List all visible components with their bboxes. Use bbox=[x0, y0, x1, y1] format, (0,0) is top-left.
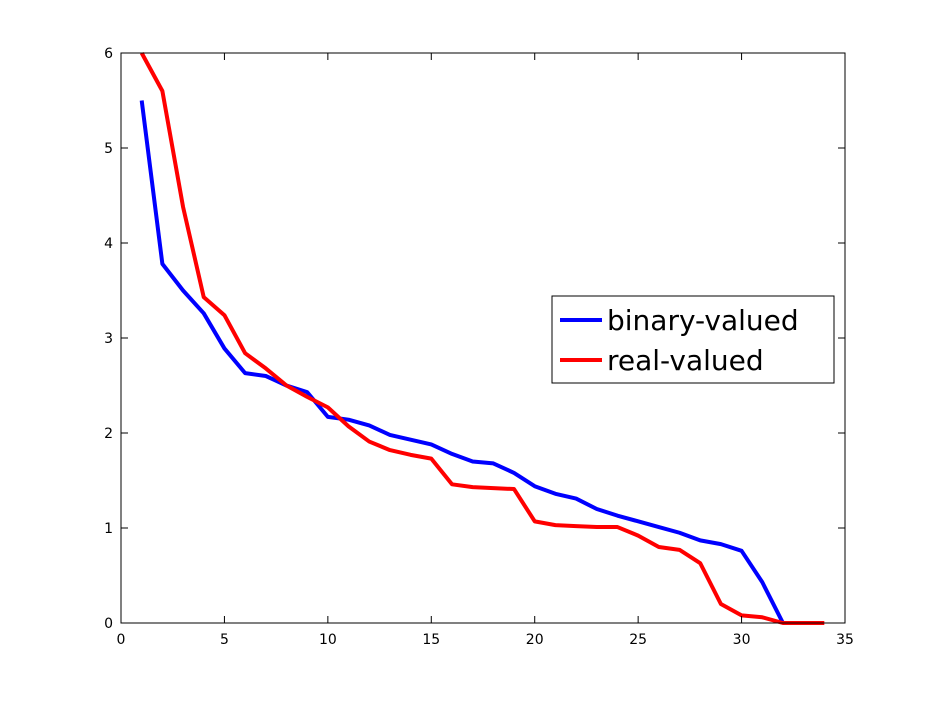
x-tick-label: 35 bbox=[836, 632, 854, 648]
axes-layer: 0 5 10 15 20 25 30 35 0 1 2 3 4 5 6 bbox=[104, 46, 854, 648]
y-tick-label: 1 bbox=[104, 521, 113, 537]
legend-box bbox=[551, 295, 835, 384]
y-tick-label: 5 bbox=[104, 141, 113, 157]
legend: binary-valued real-valued bbox=[551, 295, 835, 384]
y-tick-label: 4 bbox=[104, 236, 113, 252]
legend-label-0: binary-valued bbox=[607, 304, 799, 337]
x-tick-label: 0 bbox=[117, 632, 126, 648]
x-tick-label: 20 bbox=[526, 632, 544, 648]
y-tick-label: 0 bbox=[104, 616, 113, 632]
series-line-1 bbox=[139, 52, 825, 625]
x-tick-label: 15 bbox=[422, 632, 440, 648]
x-tick-label: 30 bbox=[733, 632, 751, 648]
y-tick-label: 6 bbox=[104, 46, 113, 62]
x-tick-label: 25 bbox=[629, 632, 647, 648]
series-layer bbox=[139, 52, 825, 625]
x-tick-label: 5 bbox=[220, 632, 229, 648]
series-line-0 bbox=[139, 100, 785, 624]
y-tick-label: 3 bbox=[104, 331, 113, 347]
x-tick-label: 10 bbox=[319, 632, 337, 648]
legend-label-1: real-valued bbox=[607, 344, 764, 377]
y-tick-label: 2 bbox=[104, 426, 113, 442]
